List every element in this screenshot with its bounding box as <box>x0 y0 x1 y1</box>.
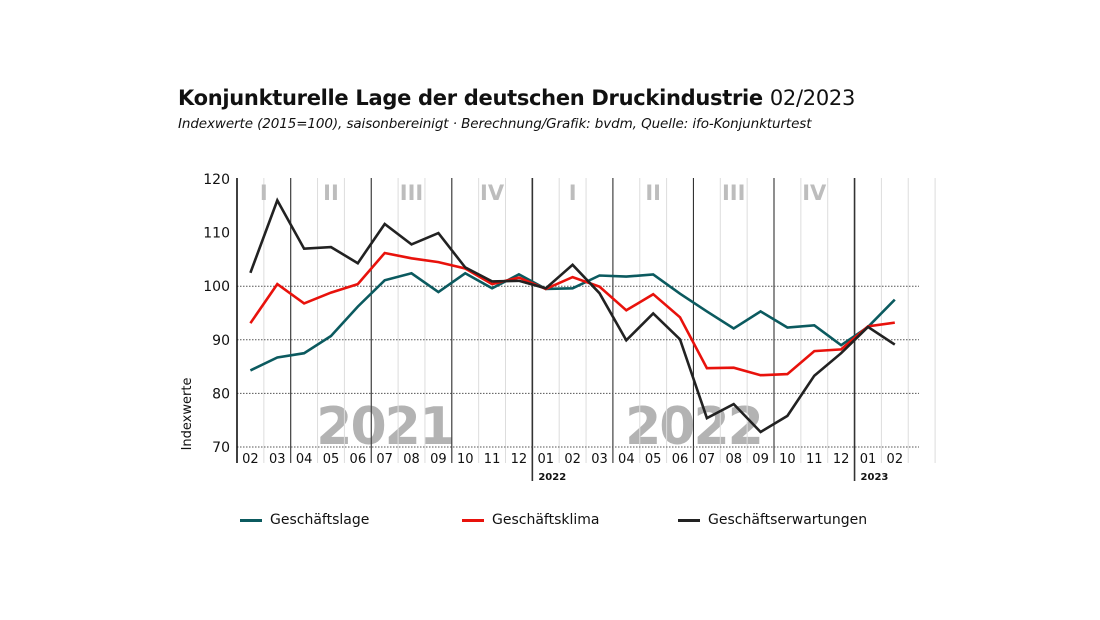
x-tick-label: 10 <box>779 452 796 467</box>
y-tick-label-70: 70 <box>212 440 230 456</box>
year-label-2023: 2023 <box>861 472 889 483</box>
x-tick-label: 11 <box>806 452 823 467</box>
x-tick-label: 09 <box>752 452 769 467</box>
x-tick-label: 06 <box>350 452 367 467</box>
chart-legend: Geschäftslage Geschäftsklima Geschäftserwa… <box>0 512 1100 532</box>
series-line-geschäftslage <box>249 271 896 372</box>
quarter-label: III <box>400 181 423 205</box>
legend-label: Geschäftslage <box>270 512 370 528</box>
x-tick-label: 01 <box>860 452 877 467</box>
x-tick-label: 04 <box>618 452 635 467</box>
year-label-2022: 2022 <box>538 472 566 483</box>
x-tick-label: 08 <box>403 452 420 467</box>
chart-title: Konjunkturelle Lage der deutschen Drucki… <box>178 86 855 110</box>
x-tick-label: 02 <box>564 452 581 467</box>
y-tick-label-120: 120 <box>203 172 230 188</box>
x-tick-label: 02 <box>242 452 259 467</box>
series-line-geschäftsklima <box>249 251 895 377</box>
chart-title-text: Konjunkturelle Lage der deutschen Drucki… <box>178 86 763 110</box>
quarter-label: I <box>569 181 577 205</box>
legend-item: Geschäftslage <box>240 512 369 528</box>
x-tick-label: 10 <box>457 452 474 467</box>
legend-label: Geschäftserwartungen <box>708 512 868 528</box>
legend-swatch <box>240 518 262 522</box>
series-line-geschäftserwartungen <box>249 197 896 434</box>
quarter-label: II <box>645 181 661 205</box>
y-tick-label-80: 80 <box>212 386 230 402</box>
x-tick-label: 12 <box>833 452 850 467</box>
y-axis-title: Indexwerte <box>180 378 195 451</box>
x-tick-label: 04 <box>296 452 313 467</box>
legend-item: Geschäftsklima <box>462 512 599 528</box>
quarter-label: IV <box>480 181 505 205</box>
quarter-label: IV <box>802 181 827 205</box>
x-tick-label: 01 <box>538 452 555 467</box>
x-tick-label: 11 <box>484 452 501 467</box>
chart-subtitle: Indexwerte (2015=100), saisonbereinigt ·… <box>178 116 812 132</box>
quarter-label: I <box>260 181 268 205</box>
x-tick-label: 05 <box>323 452 340 467</box>
legend-label: Geschäftsklima <box>492 512 600 528</box>
x-tick-label: 06 <box>672 452 689 467</box>
x-tick-label: 08 <box>725 452 742 467</box>
quarter-label: III <box>722 181 745 205</box>
y-tick-label-110: 110 <box>203 226 230 242</box>
x-tick-label: 07 <box>376 452 393 467</box>
x-tick-label: 02 <box>887 452 904 467</box>
chart-title-date: 02/2023 <box>769 86 856 110</box>
x-tick-label: 05 <box>645 452 662 467</box>
legend-swatch <box>462 518 484 522</box>
x-tick-label: 09 <box>430 452 447 467</box>
x-tick-label: 03 <box>269 452 286 467</box>
legend-swatch <box>678 518 700 522</box>
legend-item: Geschäftserwartungen <box>678 512 867 528</box>
x-tick-label: 12 <box>511 452 528 467</box>
x-tick-label: 03 <box>591 452 608 467</box>
quarter-label: II <box>323 181 339 205</box>
y-tick-label-100: 100 <box>203 279 230 295</box>
year-watermark-2021: 2021 <box>316 397 453 457</box>
x-tick-label: 07 <box>699 452 716 467</box>
y-tick-label-90: 90 <box>212 333 230 349</box>
